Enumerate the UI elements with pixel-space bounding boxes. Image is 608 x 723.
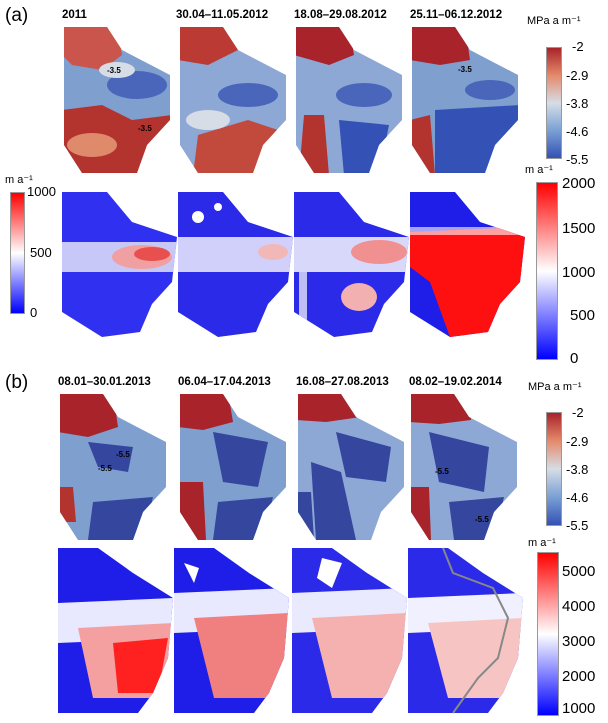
contour-label-a4: -3.5 [458, 65, 472, 74]
velocity-left-tick-0: 1000 [27, 184, 56, 199]
velocity-b-tick-0: 5000 [562, 563, 596, 580]
velocity-left-tick-1: 500 [30, 245, 52, 260]
date-label-a2: 30.04–11.05.2012 [176, 9, 269, 21]
stress-tick-a-2: -3.8 [566, 96, 589, 111]
date-label-b2: 06.04–17.04.2013 [178, 376, 271, 388]
stress-tick-a-0: -2 [572, 39, 584, 54]
contour-label-b4a: -5.5 [435, 467, 449, 476]
date-label-b4: 08.02–19.02.2014 [409, 376, 502, 388]
stress-map-a3 [296, 27, 402, 173]
velocity-colorbar-a-left [10, 192, 25, 314]
date-label-a1: 2011 [62, 9, 87, 21]
velocity-colorbar-a-right-unit: m a⁻¹ [525, 164, 553, 176]
velocity-colorbar-b-unit: m a⁻¹ [528, 537, 556, 549]
velocity-map-b2 [174, 548, 289, 713]
stress-tick-b-3: -4.6 [566, 490, 589, 505]
date-label-a4: 25.11–06.12.2012 [410, 9, 503, 21]
velocity-b-tick-2: 3000 [562, 633, 596, 650]
contour-label-a1b: -3.5 [138, 124, 152, 133]
stress-colorbar-a-unit: MPa a m⁻¹ [527, 15, 581, 27]
velocity-map-b1 [58, 548, 173, 713]
stress-colorbar-a [546, 47, 562, 159]
velocity-map-a2 [178, 192, 293, 337]
velocity-map-a3 [294, 192, 409, 337]
velocity-right-tick-0: 2000 [562, 175, 596, 192]
contour-label-b1b: -5.5 [98, 464, 112, 473]
stress-map-a1: -3.5 -3.5 [64, 27, 170, 173]
date-label-a3: 18.08–29.08.2012 [294, 9, 387, 21]
stress-tick-b-0: -2 [572, 405, 584, 420]
stress-map-a2 [180, 27, 286, 173]
stress-tick-a-4: -5.5 [566, 152, 589, 167]
stress-map-b1: -5.5 -5.5 [60, 394, 166, 540]
contour-label-a1a: -3.5 [107, 66, 121, 75]
stress-colorbar-b-unit: MPa a m⁻¹ [528, 381, 582, 393]
velocity-map-b4 [408, 547, 523, 714]
velocity-left-tick-2: 0 [30, 305, 38, 320]
contour-label-b1a: -5.5 [116, 450, 130, 459]
stress-map-b4: -5.5 -5.5 [411, 394, 517, 540]
velocity-map-a1 [62, 192, 177, 337]
stress-tick-a-3: -4.6 [566, 124, 589, 139]
stress-map-b3 [298, 394, 404, 540]
velocity-right-tick-1: 1500 [562, 220, 596, 237]
velocity-b-tick-3: 2000 [562, 668, 596, 685]
stress-tick-b-4: -5.5 [566, 518, 589, 533]
stress-map-a4: -3.5 [412, 27, 518, 173]
velocity-map-b3 [292, 548, 407, 713]
contour-label-b4b: -5.5 [475, 515, 489, 524]
panel-a-label: (a) [5, 5, 29, 26]
date-label-b3: 16.08–27.08.2013 [296, 376, 389, 388]
date-label-b1: 08.01–30.01.2013 [58, 376, 151, 388]
stress-tick-a-1: -2.9 [566, 68, 589, 83]
stress-map-b2 [180, 394, 286, 540]
stress-tick-b-1: -2.9 [566, 434, 589, 449]
velocity-b-tick-4: 1000 [562, 700, 596, 717]
velocity-colorbar-a-left-unit: m a⁻¹ [5, 174, 33, 186]
stress-colorbar-b [546, 412, 562, 526]
velocity-right-tick-3: 500 [570, 307, 596, 324]
panel-b-label: (b) [5, 372, 29, 393]
velocity-colorbar-a-right [536, 182, 558, 360]
velocity-colorbar-b [537, 552, 559, 716]
stress-tick-b-2: -3.8 [566, 462, 589, 477]
velocity-b-tick-1: 4000 [562, 598, 596, 615]
velocity-right-tick-2: 1000 [562, 264, 596, 281]
velocity-map-a4 [410, 192, 525, 337]
grounding-line-overlay [442, 547, 510, 714]
velocity-right-tick-4: 0 [570, 350, 579, 367]
